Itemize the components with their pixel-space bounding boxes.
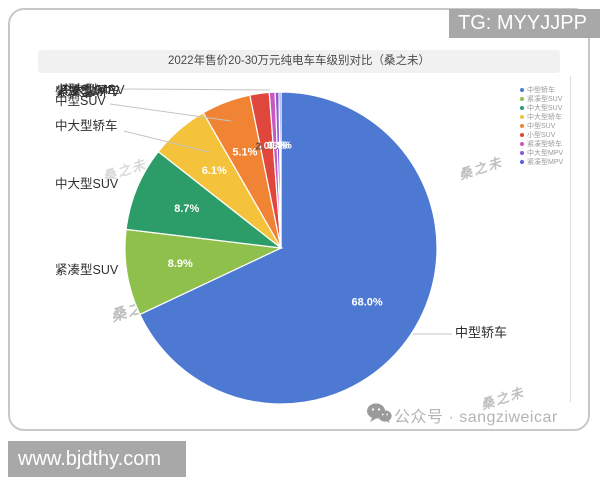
legend-label: 中大型SUV (527, 104, 563, 112)
legend-label: 紧凑型轿车 (527, 140, 562, 148)
legend-dot (520, 150, 524, 155)
legend-item-1[interactable]: 紧凑型SUV (520, 94, 563, 103)
legend-dot (520, 141, 524, 146)
top-right-banner: TG: MYYJJPP (449, 9, 600, 38)
legend-label: 中型轿车 (527, 86, 555, 94)
chart-title: 2022年售价20-30万元纯电车车级别对比（桑之未） (38, 50, 560, 73)
pie-percent-label-8: 0.2% (269, 141, 292, 152)
legend-label: 紧凑型SUV (527, 95, 563, 103)
callout-mid-sedan: 中型轿车 (455, 325, 508, 340)
legend-item-7[interactable]: 中大型MPV (520, 148, 563, 157)
pie-chart: 68.0% 8.9% 8.7% 6.1% 5.1%2.0%0.6%0.4%0.2% (124, 91, 438, 405)
pie-percent-label-7: 0.4% (267, 141, 290, 152)
legend: 中型轿车 紧凑型SUV 中大型SUV 中大型轿车 中型SUV 小型SUV 紧凑型轿车 中大型M… (520, 85, 563, 166)
legend-dot (520, 159, 524, 164)
pie-percent-label-5: 2.0% (256, 142, 279, 153)
legend-label: 紧凑型MPV (527, 158, 564, 166)
pie-percent-label-6: 0.6% (264, 141, 287, 152)
callout-midlarge-suv: 中大型SUV (55, 177, 119, 191)
pie-percent-label-2: 8.7% (174, 203, 199, 215)
wechat-account-label: 公众号 · sangziweicar (394, 409, 558, 426)
legend-dot (520, 123, 524, 128)
pie-slice-0 (139, 91, 438, 405)
legend-label: 小型SUV (527, 131, 556, 139)
legend-dot (520, 114, 524, 119)
legend-item-8[interactable]: 紧凑型MPV (520, 157, 563, 166)
legend-item-2[interactable]: 中大型SUV (520, 103, 563, 112)
pie-slice-8 (278, 91, 282, 249)
pie-slice-1 (124, 228, 284, 316)
wechat-icon (367, 403, 392, 423)
pie-percent-label-3: 6.1% (202, 165, 227, 177)
legend-label: 中型SUV (527, 122, 556, 130)
legend-dot (520, 96, 524, 101)
legend-item-0[interactable]: 中型轿车 (520, 85, 563, 94)
pie-percent-label-0: 68.0% (351, 297, 382, 309)
callout-small-suv: 小型SUV (55, 83, 106, 97)
legend-item-3[interactable]: 中大型轿车 (520, 112, 563, 121)
pie-percent-label-1: 8.9% (168, 258, 193, 270)
callout-midlarge-mpv: 中大型MPV (60, 83, 125, 97)
callout-compact-sedan: 紧凑型轿车 (57, 84, 120, 98)
legend-dot (520, 105, 524, 110)
pie-slice-2 (125, 150, 284, 249)
legend-item-6[interactable]: 紧凑型轿车 (520, 139, 563, 148)
legend-label: 中大型MPV (527, 149, 564, 157)
callout-midlarge-sedan: 中大型轿车 (55, 119, 118, 133)
watermark: 桑之未 (457, 155, 505, 184)
callout-compact-suv: 紧凑型SUV (55, 263, 119, 277)
callout-mid-suv: 中型SUV (55, 94, 106, 108)
pie-percent-label-4: 5.1% (232, 147, 257, 159)
bottom-left-banner: www.bjdthy.com (8, 441, 186, 477)
legend-label: 中大型轿车 (527, 113, 562, 121)
plot-divider-line (570, 76, 571, 402)
legend-dot (520, 87, 524, 92)
legend-dot (520, 132, 524, 137)
legend-item-5[interactable]: 小型SUV (520, 130, 563, 139)
legend-item-4[interactable]: 中型SUV (520, 121, 563, 130)
callout-compact-mpv: 紧凑型MPV (55, 85, 120, 99)
